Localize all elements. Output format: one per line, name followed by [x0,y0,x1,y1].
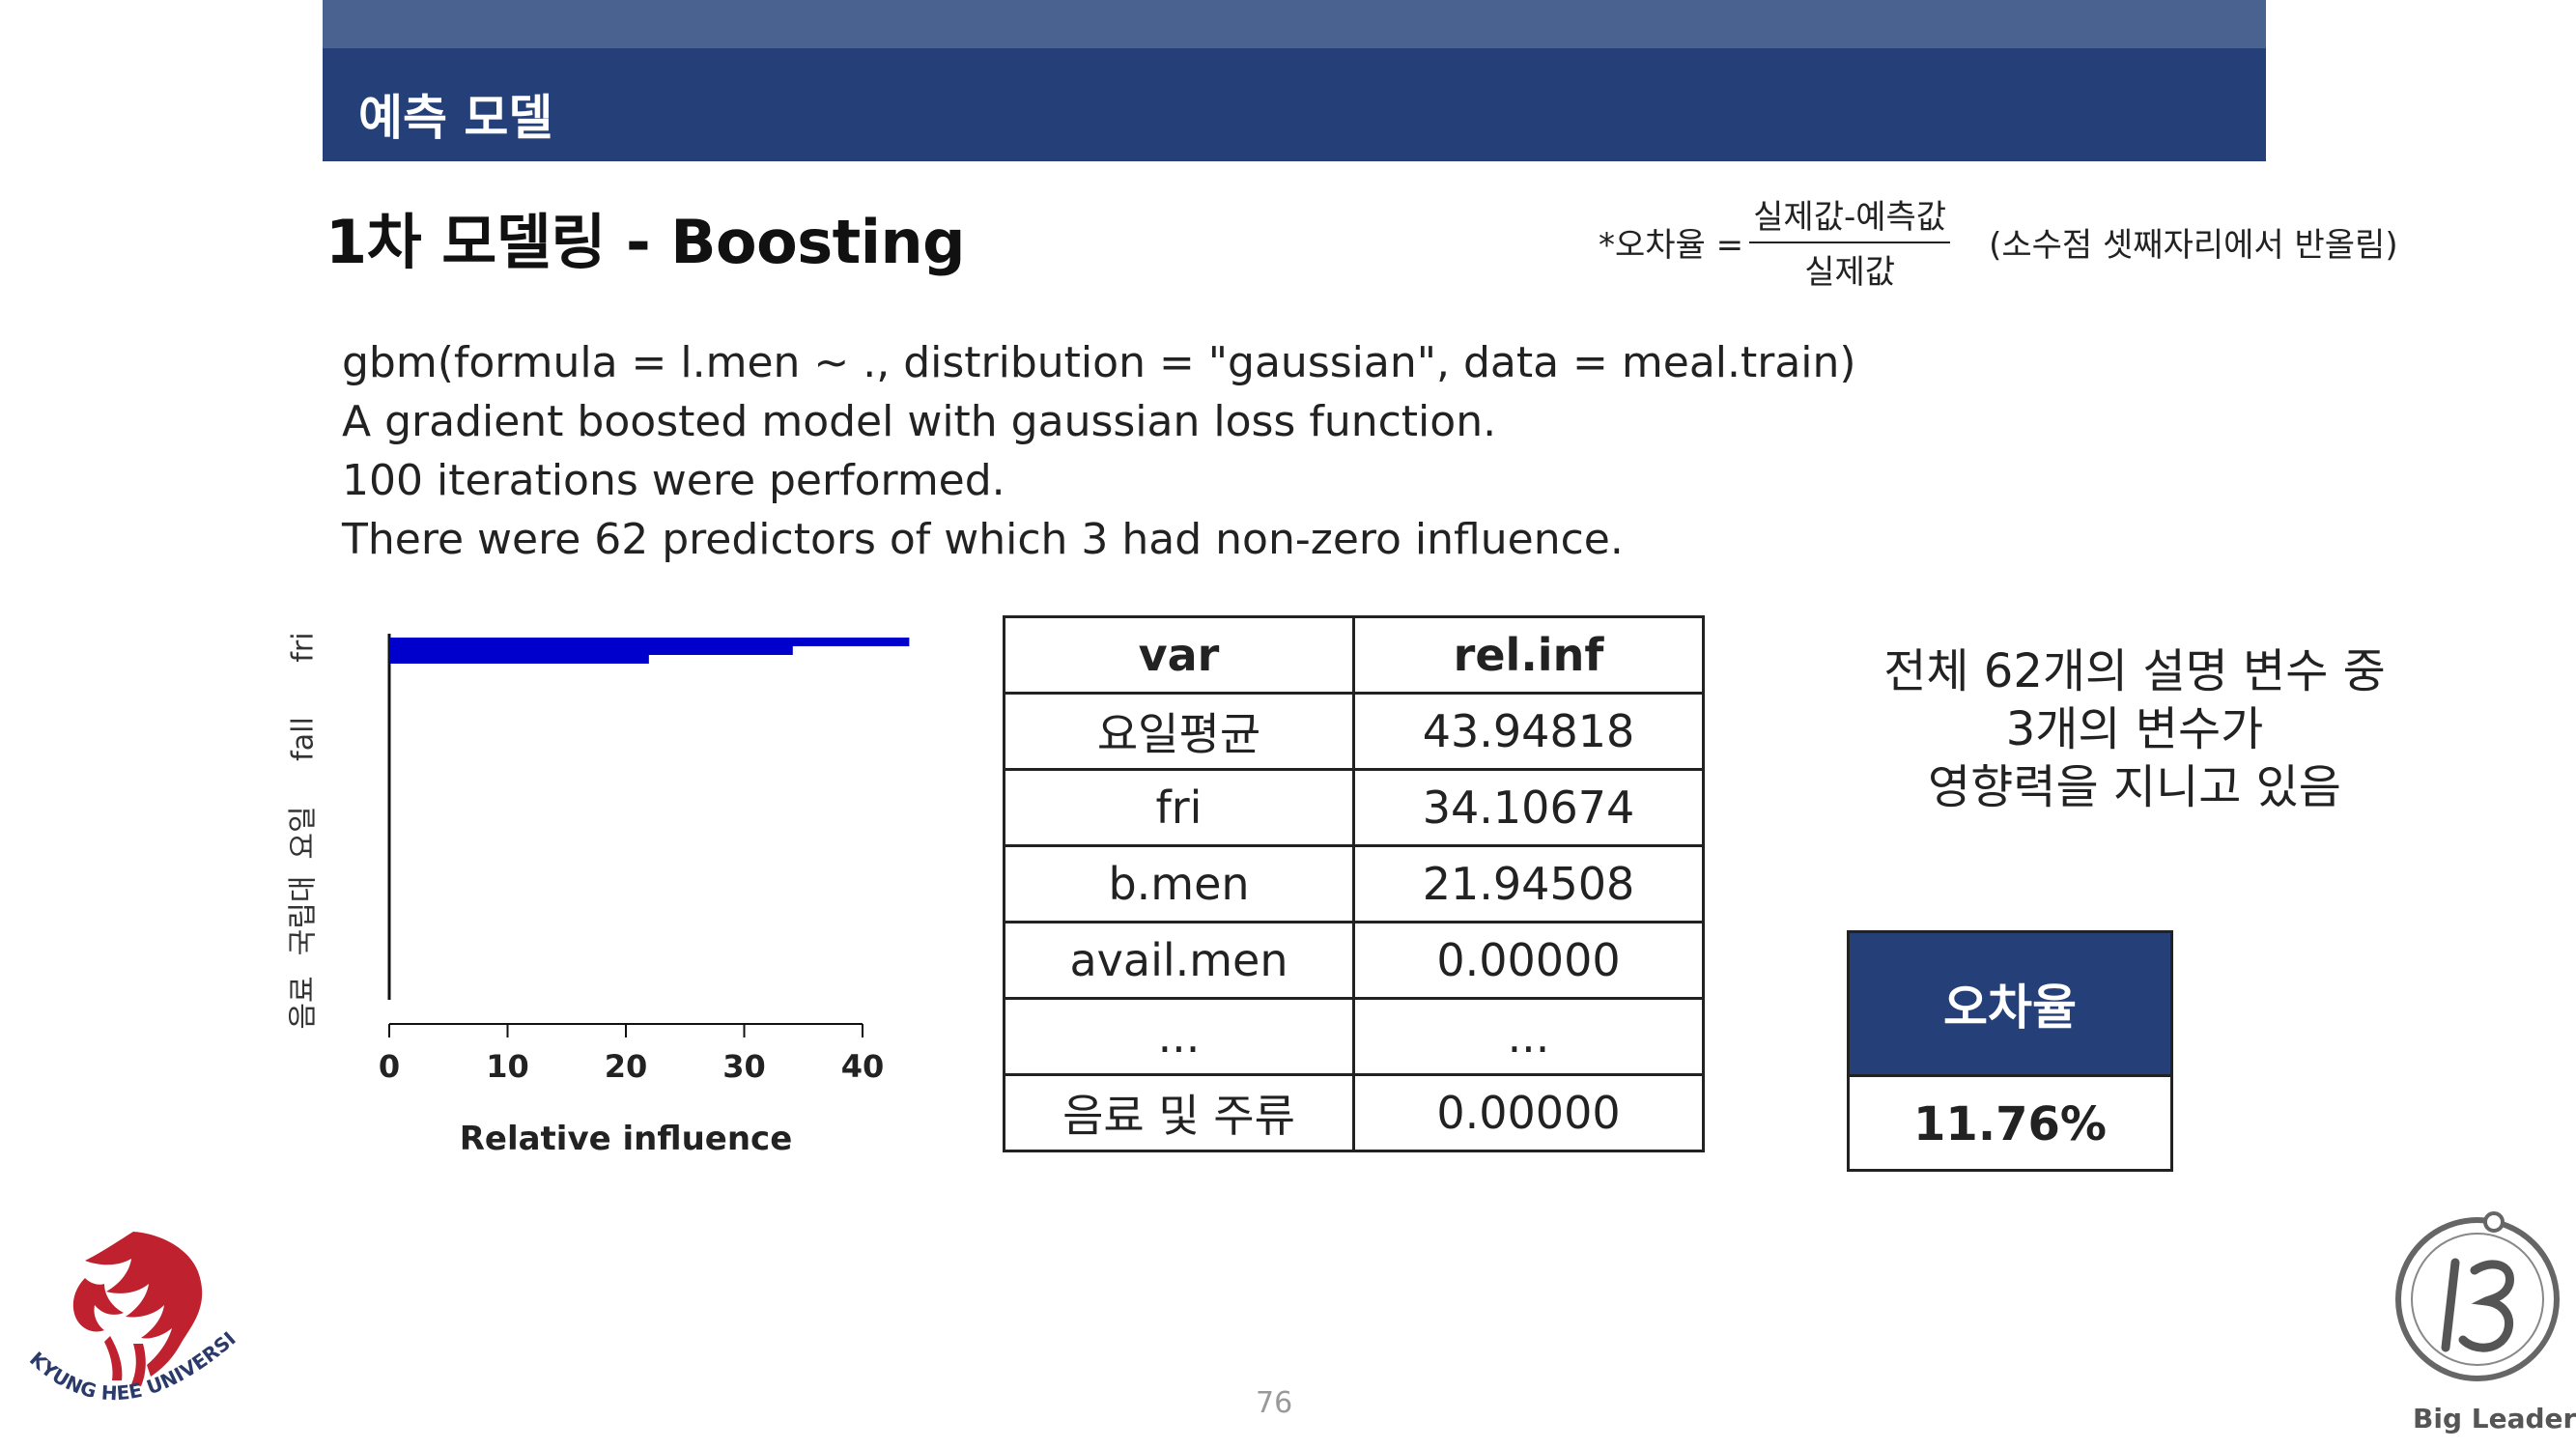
note-line: 3개의 변수가 [1816,700,2453,758]
formula-note: (소수점 셋째자리에서 반올림) [1989,218,2398,266]
table-row: 음료 및 주류 0.00000 [1005,1075,1704,1151]
influence-bar [389,646,793,655]
rel-inf-cell: 34.10674 [1354,770,1704,846]
x-axis-label: Relative influence [460,1120,793,1158]
slide-title: 1차 모델링 - Boosting [326,193,965,280]
rel-inf-cell: ... [1354,999,1704,1075]
var-cell: 요일평균 [1005,694,1354,770]
model-output-text: gbm(formula = l.men ~ ., distribution = … [342,333,1856,569]
page-number: 76 [1256,1386,1292,1420]
rel-inf-cell: 21.94508 [1354,846,1704,923]
error-rate-formula: *오차율 = 실제값-예측값 실제값 (소수점 셋째자리에서 반올림) [1599,193,2398,290]
var-cell: b.men [1005,846,1354,923]
x-tick-label: 10 [486,1048,529,1085]
x-tick-label: 0 [379,1048,400,1085]
x-tick-label: 30 [722,1048,766,1085]
y-category-label: fall [287,717,321,761]
code-line: 100 iterations were performed. [342,451,1856,510]
error-rate-box: 오차율 11.76% [1847,930,2173,1172]
formula-numerator: 실제값-예측값 [1749,190,1950,243]
influence-bar [389,655,649,664]
column-header-rel-inf: rel.inf [1354,617,1704,694]
y-category-label: 음료 [287,976,321,1029]
column-header-var: var [1005,617,1354,694]
header-banner [323,48,2266,161]
table-row: avail.men 0.00000 [1005,923,1704,999]
big-leader-logo-icon [2386,1203,2569,1396]
formula-denominator: 실제값 [1804,243,1895,293]
y-category-label: 요일 [287,806,321,859]
table-header-row: var rel.inf [1005,617,1704,694]
var-cell: avail.men [1005,923,1354,999]
error-rate-label: 오차율 [1850,933,2170,1077]
kyung-hee-university-logo: KYUNG HEE UNIVERSITY [17,1222,249,1435]
rel-inf-cell: 0.00000 [1354,1075,1704,1151]
var-cell: fri [1005,770,1354,846]
code-line: There were 62 predictors of which 3 had … [342,510,1856,569]
note-line: 전체 62개의 설명 변수 중 [1816,642,2453,700]
code-line: gbm(formula = l.men ~ ., distribution = … [342,333,1856,392]
table-row: fri 34.10674 [1005,770,1704,846]
code-line: A gradient boosted model with gaussian l… [342,392,1856,451]
relative-influence-chart: 0 10 20 30 40 Relative influence fri fall 요일국립대음… [261,609,918,1188]
brand-text: Big Leader [2413,1403,2576,1435]
formula-fraction: 실제값-예측값 실제값 [1749,190,1950,293]
var-cell: 음료 및 주류 [1005,1075,1354,1151]
formula-label: *오차율 = [1599,218,1743,266]
y-category-label: fri [287,632,321,662]
rel-inf-cell: 43.94818 [1354,694,1704,770]
header-title: 예측 모델 [358,79,552,149]
table-row: ... ... [1005,999,1704,1075]
note-line: 영향력을 지니고 있음 [1816,758,2453,816]
rel-inf-cell: 0.00000 [1354,923,1704,999]
var-cell: ... [1005,999,1354,1075]
variable-influence-table: var rel.inf 요일평균 43.94818 fri 34.10674 b… [1003,615,1705,1152]
summary-note: 전체 62개의 설명 변수 중 3개의 변수가 영향력을 지니고 있음 [1816,642,2453,816]
influence-bar [389,638,909,646]
table-row: 요일평균 43.94818 [1005,694,1704,770]
x-tick-label: 40 [841,1048,885,1085]
table-row: b.men 21.94508 [1005,846,1704,923]
x-tick-label: 20 [605,1048,648,1085]
y-category-label: 국립대 [287,876,321,956]
error-rate-value: 11.76% [1850,1077,2170,1172]
header-banner-strip [323,0,2266,48]
